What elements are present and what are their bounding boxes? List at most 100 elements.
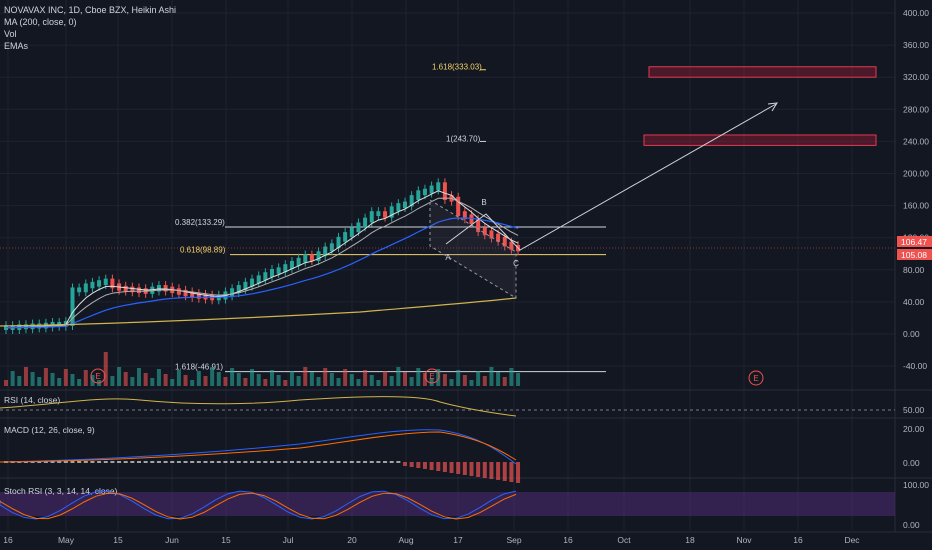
volume-bar [196,371,201,386]
macd-histogram-bar [396,461,401,463]
candle [283,264,288,273]
macd-histogram-bar [130,461,135,463]
volume-bar [210,367,215,386]
volume-bar [223,377,228,386]
candle [442,182,447,200]
candle [323,246,328,257]
macd-histogram-bar [176,461,181,463]
volume-bar [276,375,281,386]
macd-histogram-bar [163,461,168,463]
volume-bar [456,370,461,386]
candle [176,288,181,295]
volume-bar [77,379,82,386]
fib-level-label: 0.618(98.89) [180,246,226,255]
candle [383,211,388,218]
trend-channel [429,199,517,299]
volume-bar [236,373,241,386]
macd-histogram-bar [289,461,294,463]
candle [363,217,368,228]
candle [37,323,42,329]
macd-histogram-bar [349,461,354,463]
price-tick-label: 280.00 [903,104,929,114]
volume-bar [462,375,467,386]
symbol-line: NOVAVAX INC, 1D, Cboe BZX, Heikin Ashi [4,5,177,15]
candle [349,227,354,237]
volume-bar [243,378,248,386]
macd-histogram-bar [502,462,507,481]
candle [343,232,348,242]
candle [456,196,461,217]
time-tick-label: 16 [563,535,573,545]
volume-bar [516,373,521,386]
price-tick-label: 0.00 [903,329,920,339]
volume-bar [23,367,28,386]
macd-histogram-bar [110,461,115,463]
candle [403,201,407,209]
candle [462,211,467,220]
volume-bar [83,370,88,386]
candle [469,214,474,225]
candle [316,251,321,261]
macd-histogram-bar [383,461,388,463]
macd-histogram-bar [150,461,155,463]
volume-bar [110,376,115,386]
candle [230,288,235,297]
fib-level-label: 1(243.70) [446,134,481,143]
volume-bar [289,371,294,386]
candle [163,285,168,292]
volume-bar [17,376,22,386]
volume-bar [309,372,314,386]
macd-histogram-bar [449,462,454,473]
stoch-k-line [0,490,517,520]
macd-histogram-bar [369,461,374,463]
macd-histogram-bar [210,461,215,463]
volume-bar [356,379,361,386]
macd-histogram-bar [57,461,62,463]
macd-histogram-bar [123,461,128,463]
macd-histogram-bar [489,462,494,479]
volume-bar [469,380,474,386]
candle [416,190,421,200]
macd-histogram-bar [156,461,161,463]
earnings-marker-label: E [95,372,100,381]
time-tick-label: 15 [221,535,231,545]
candle [389,206,394,218]
stoch-label: Stoch RSI (3, 3, 14, 14, close) [4,486,118,496]
stoch-tick-label: 0.00 [903,520,920,530]
time-tick-label: 15 [113,535,123,545]
wave-label: C [513,259,519,268]
macd-histogram-bar [329,461,334,463]
volume-bar [130,377,135,386]
candle [183,289,188,297]
macd-histogram-bar [50,461,55,463]
candle [70,287,75,326]
volume-bar [436,369,441,386]
volume-bar [349,374,354,386]
time-tick-label: Dec [844,535,860,545]
macd-histogram-bar [303,461,308,463]
candle [203,293,208,300]
macd-histogram-bar [117,461,122,463]
volume-bar [429,378,434,386]
stoch-d-line [0,492,517,520]
earnings-marker [424,368,440,384]
time-tick-label: Oct [617,535,631,545]
indicator-volume[interactable]: Vol [4,29,17,39]
volume-bar [4,380,8,386]
candle [509,241,514,250]
indicator-emas[interactable]: EMAs [4,41,29,51]
volume-bar [43,368,48,386]
volume-bar [303,367,308,386]
macd-histogram-bar [190,461,195,463]
macd-histogram-bar [270,461,274,463]
macd-histogram-bar [316,461,321,463]
time-tick-label: Jul [283,535,294,545]
volume-bar [103,352,108,386]
volume-bar [422,373,427,386]
macd-histogram-bar [77,461,82,463]
volume-bar [396,367,401,386]
volume-bar [176,370,181,386]
macd-histogram-bar [276,461,281,463]
indicator-ma200[interactable]: MA (200, close, 0) [4,17,77,27]
